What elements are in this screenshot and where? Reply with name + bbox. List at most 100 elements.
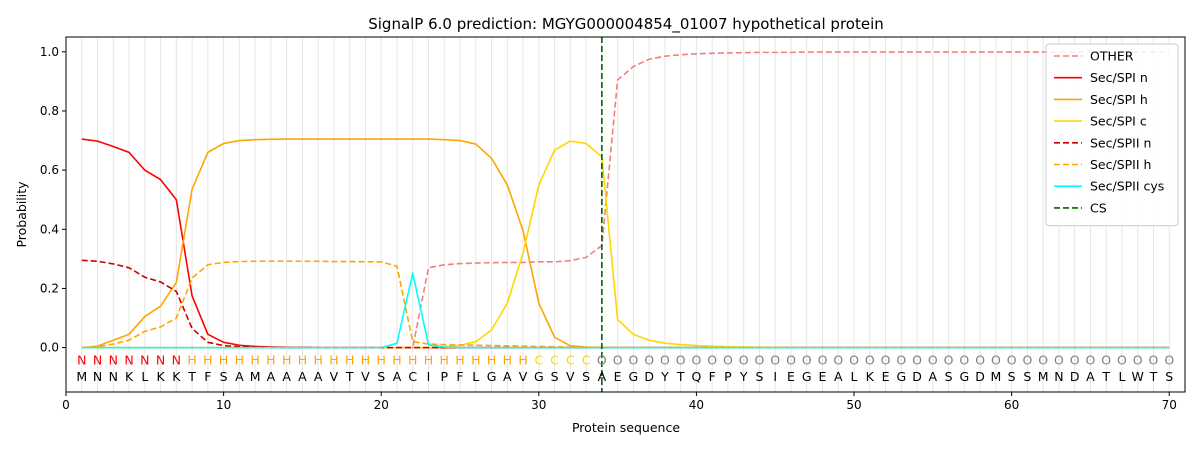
legend-box [1045, 43, 1179, 227]
residue-label: A [598, 369, 607, 384]
legend-label: Sec/SPI n [1090, 70, 1148, 85]
region-label: H [266, 352, 275, 367]
series-line-sec-spii-cys [81, 272, 1170, 349]
region-label: H [392, 352, 401, 367]
residue-label: T [676, 369, 685, 384]
region-label: O [944, 352, 954, 367]
region-label: H [235, 352, 244, 367]
region-label: O [644, 352, 654, 367]
x-axis-ticks: 0 10 20 30 40 50 60 70 [62, 392, 1177, 412]
y-tick-label: 0.2 [40, 281, 59, 295]
residue-label: A [834, 369, 843, 384]
region-label: O [1086, 352, 1096, 367]
residue-label: S [945, 369, 953, 384]
residue-label: T [345, 369, 354, 384]
region-label: O [1101, 352, 1111, 367]
region-label: O [692, 352, 702, 367]
residue-label: K [156, 369, 165, 384]
region-label: O [1149, 352, 1159, 367]
x-tick-label: 20 [374, 398, 389, 412]
residue-label: S [551, 369, 559, 384]
region-label: O [613, 352, 623, 367]
chart-title: SignalP 6.0 prediction: MGYG000004854_01… [368, 15, 884, 34]
residue-label: A [503, 369, 512, 384]
region-label: H [440, 352, 449, 367]
region-label: H [250, 352, 259, 367]
residue-label: G [802, 369, 812, 384]
residue-label: A [1086, 369, 1095, 384]
residue-label: F [456, 369, 463, 384]
region-label: O [628, 352, 638, 367]
residue-label: E [882, 369, 890, 384]
x-tick-label: 50 [846, 398, 861, 412]
region-label: O [723, 352, 733, 367]
grid-lines [81, 37, 1170, 392]
region-label: N [124, 352, 133, 367]
region-label: H [329, 352, 338, 367]
legend-label: OTHER [1090, 49, 1134, 64]
residue-label: N [93, 369, 102, 384]
region-label: O [802, 352, 812, 367]
x-tick-label: 10 [216, 398, 231, 412]
region-label: H [282, 352, 291, 367]
residue-label: S [1165, 369, 1173, 384]
residue-label: N [1054, 369, 1063, 384]
residue-label: D [644, 369, 654, 384]
region-label: O [755, 352, 765, 367]
x-tick-label: 30 [531, 398, 546, 412]
residue-label: G [896, 369, 906, 384]
x-tick-label: 60 [1004, 398, 1019, 412]
residue-label: N [109, 369, 118, 384]
legend-label: Sec/SPII cys [1090, 179, 1164, 194]
residue-label: K [125, 369, 134, 384]
residue-label: T [1101, 369, 1110, 384]
residue-label: F [204, 369, 211, 384]
series-line-sec-spii-h [81, 260, 1170, 349]
region-label: O [959, 352, 969, 367]
region-label: H [345, 352, 354, 367]
residue-label: V [519, 369, 528, 384]
residue-label: E [614, 369, 622, 384]
residue-label: E [787, 369, 795, 384]
residue-label: I [427, 369, 431, 384]
x-tick-label: 40 [689, 398, 704, 412]
residue-label: S [220, 369, 228, 384]
residue-label: K [172, 369, 181, 384]
region-label: N [140, 352, 149, 367]
residue-label: M [1038, 369, 1049, 384]
region-label: O [707, 352, 717, 367]
region-label: O [1038, 352, 1048, 367]
y-tick-label: 1.0 [40, 45, 59, 59]
x-tick-label: 0 [62, 398, 70, 412]
y-tick-label: 0.0 [40, 341, 59, 355]
residue-label: P [724, 369, 732, 384]
region-label: O [1007, 352, 1017, 367]
region-label: O [818, 352, 828, 367]
region-label: O [833, 352, 843, 367]
legend-label: Sec/SPII n [1090, 135, 1151, 150]
region-label: H [455, 352, 464, 367]
residue-label: P [440, 369, 448, 384]
residue-label: S [582, 369, 590, 384]
region-label: H [487, 352, 496, 367]
region-label: O [849, 352, 859, 367]
residue-label: V [330, 369, 339, 384]
residue-label: A [298, 369, 307, 384]
residue-label: T [1149, 369, 1158, 384]
region-label: N [93, 352, 102, 367]
region-label: O [1164, 352, 1174, 367]
residue-label: T [187, 369, 196, 384]
residue-label: D [975, 369, 985, 384]
residue-label: G [534, 369, 544, 384]
region-label: H [361, 352, 370, 367]
residue-label: A [314, 369, 323, 384]
residue-label: L [472, 369, 479, 384]
residue-label: G [629, 369, 639, 384]
series-line-sec-spii-n [81, 259, 1170, 349]
region-label: O [975, 352, 985, 367]
x-axis-label: Protein sequence [572, 420, 680, 435]
region-label: N [109, 352, 118, 367]
y-axis-label: Probability [14, 181, 29, 248]
region-label: O [786, 352, 796, 367]
